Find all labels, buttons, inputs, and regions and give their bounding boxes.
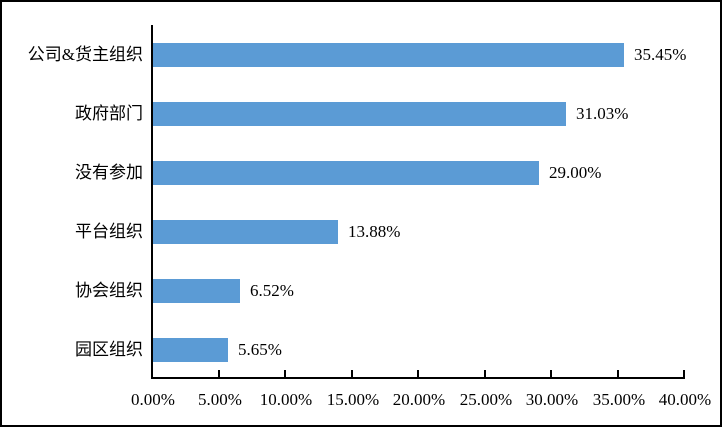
x-axis-tick-label: 40.00% xyxy=(658,390,712,409)
category-label: 政府部门 xyxy=(75,104,143,123)
bar xyxy=(153,338,228,362)
x-axis-tick xyxy=(218,370,220,377)
x-axis-tick-label: 15.00% xyxy=(326,390,380,409)
x-axis-tick-label: 35.00% xyxy=(592,390,646,409)
x-axis-tick xyxy=(683,370,685,377)
bar xyxy=(153,279,240,303)
x-axis-tick xyxy=(484,370,486,377)
x-axis-line xyxy=(151,377,685,379)
x-axis-tick-label: 10.00% xyxy=(259,390,313,409)
x-axis-tick-label: 0.00% xyxy=(131,390,175,409)
category-label: 没有参加 xyxy=(75,163,143,182)
x-axis-tick-label: 5.00% xyxy=(198,390,242,409)
value-label: 5.65% xyxy=(238,340,282,359)
x-axis-tick xyxy=(550,370,552,377)
y-axis-line xyxy=(151,25,153,379)
x-axis-tick-label: 30.00% xyxy=(525,390,579,409)
value-label: 31.03% xyxy=(576,104,629,123)
x-axis-tick xyxy=(617,370,619,377)
bar xyxy=(153,43,624,67)
value-label: 6.52% xyxy=(250,281,294,300)
category-label: 园区组织 xyxy=(75,340,143,359)
x-axis-tick xyxy=(417,370,419,377)
bar xyxy=(153,220,338,244)
x-axis-tick xyxy=(351,370,353,377)
value-label: 35.45% xyxy=(634,45,687,64)
category-label: 平台组织 xyxy=(75,222,143,241)
category-label: 协会组织 xyxy=(75,281,143,300)
x-axis-tick xyxy=(284,370,286,377)
bar xyxy=(153,161,539,185)
value-label: 13.88% xyxy=(348,222,401,241)
value-label: 29.00% xyxy=(549,163,602,182)
category-label: 公司&货主组织 xyxy=(27,45,143,64)
bar xyxy=(153,102,566,126)
x-axis-tick-label: 25.00% xyxy=(459,390,513,409)
x-axis-tick-label: 20.00% xyxy=(392,390,446,409)
